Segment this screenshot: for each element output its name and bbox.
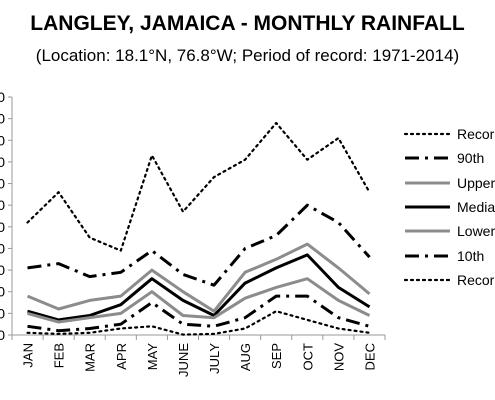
legend-label: Upper (457, 174, 495, 191)
x-tick-label: MAR (83, 343, 98, 372)
legend-item: Record (398, 122, 495, 146)
legend-swatch (405, 205, 450, 209)
legend-swatch (405, 181, 450, 185)
y-tick-label: 0 (0, 176, 5, 192)
x-tick-label: FEB (52, 343, 67, 368)
x-tick-label: JAN (21, 343, 36, 368)
y-tick-label: 0 (0, 327, 5, 343)
legend-label: 10th (457, 247, 485, 264)
series-line-3 (26, 242, 371, 313)
x-tick-label: SEP (269, 343, 284, 369)
legend-swatch (405, 229, 450, 233)
chart-subtitle: (Location: 18.1°N, 76.8°W; Period of rec… (35, 46, 460, 65)
x-tick-label: MAY (145, 343, 160, 371)
legend-label: Record (457, 271, 495, 288)
x-tick-label: JULY (207, 343, 222, 374)
series-line-5 (27, 277, 371, 324)
legend-label: Record (457, 126, 495, 142)
x-tick-label: APR (114, 343, 129, 370)
x-tick-label: OCT (300, 343, 315, 371)
legend-label: Lower (457, 223, 495, 240)
series-line-6 (27, 294, 370, 333)
legend-item: Record (398, 268, 495, 292)
x-tick-label: NOV (331, 343, 346, 372)
y-tick-label: 0 (0, 89, 5, 105)
x-tick-label: AUG (238, 343, 253, 371)
y-tick-label: 0 (0, 132, 5, 148)
legend-item: 10th (398, 244, 495, 268)
legend-label: 90th (457, 150, 485, 167)
series-line-7 (26, 310, 371, 336)
legend-swatch (403, 132, 452, 136)
legend-item: Lower (398, 219, 495, 243)
legend-swatch (403, 278, 452, 281)
y-tick-label: 0 (0, 262, 5, 278)
legend-swatch (405, 254, 450, 257)
y-tick-label: 0 (0, 197, 5, 213)
series-line-2 (27, 203, 371, 287)
legend-item: 90th (398, 146, 495, 170)
y-tick-label: 0 (0, 219, 5, 235)
chart-title: LANGLEY, JAMAICA - MONTHLY RAINFALL (30, 12, 465, 35)
x-tick-label: JUNE (176, 343, 191, 377)
series-line-4 (27, 253, 371, 322)
series-line-1 (26, 121, 371, 252)
legend-label: Median (457, 198, 495, 215)
x-tick-label: DEC (362, 343, 377, 370)
y-tick-label: 0 (0, 305, 5, 321)
y-tick-label: 0 (0, 240, 5, 256)
legend-swatch (405, 156, 450, 160)
y-tick-label: 0 (0, 154, 5, 170)
y-tick-label: 0 (0, 284, 5, 300)
y-tick-label: 0 (0, 111, 5, 127)
legend-item: Median (398, 195, 495, 219)
legend-item: Upper (398, 171, 495, 195)
